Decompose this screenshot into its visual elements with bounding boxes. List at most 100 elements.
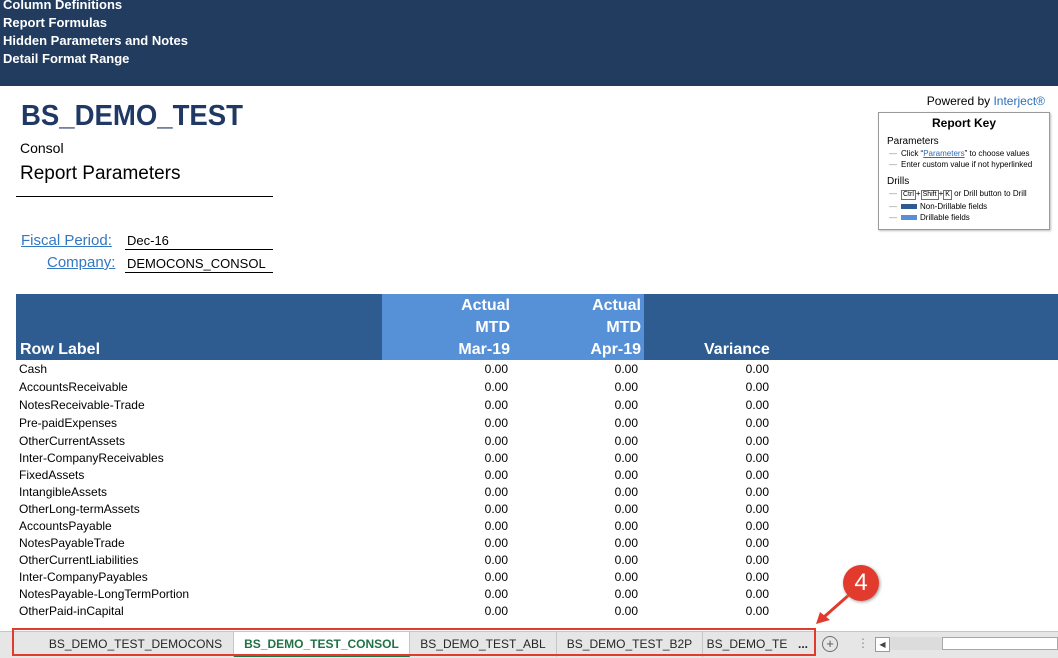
value-apr-19[interactable]: 0.00 bbox=[614, 519, 638, 533]
value-apr-19[interactable]: 0.00 bbox=[614, 553, 638, 567]
value-variance[interactable]: 0.00 bbox=[745, 536, 769, 550]
value-mar-19[interactable]: 0.00 bbox=[484, 553, 508, 567]
value-apr-19[interactable]: 0.00 bbox=[614, 604, 638, 618]
value-variance[interactable]: 0.00 bbox=[745, 553, 769, 567]
value-apr-19[interactable]: 0.00 bbox=[614, 536, 638, 550]
scroll-left-arrow-icon[interactable]: ◀ bbox=[875, 637, 890, 652]
fiscal-period-link[interactable]: Fiscal Period: bbox=[21, 232, 112, 249]
row-label[interactable]: OtherLong-termAssets bbox=[19, 502, 140, 516]
value-variance[interactable]: 0.00 bbox=[745, 434, 769, 448]
sheet-tab-consol[interactable]: BS_DEMO_TEST_CONSOL bbox=[234, 632, 410, 657]
value-variance[interactable]: 0.00 bbox=[745, 587, 769, 601]
value-mar-19[interactable]: 0.00 bbox=[484, 536, 508, 550]
value-mar-19[interactable]: 0.00 bbox=[484, 502, 508, 516]
value-mar-19[interactable]: 0.00 bbox=[484, 604, 508, 618]
powered-by-prefix: Powered by bbox=[926, 94, 994, 108]
param-line2-text: Enter custom value if not hyperlinked bbox=[901, 160, 1033, 169]
value-mar-19[interactable]: 0.00 bbox=[484, 570, 508, 584]
interject-brand[interactable]: Interject® bbox=[993, 94, 1045, 108]
parameters-divider bbox=[16, 196, 273, 197]
table-row: OtherCurrentLiabilities 0.00 0.00 0.00 bbox=[0, 552, 1058, 569]
ctrl-key-icon: Ctrl bbox=[901, 190, 916, 200]
value-apr-19[interactable]: 0.00 bbox=[614, 468, 638, 482]
sheet-tab-democons[interactable]: BS_DEMO_TEST_DEMOCONS bbox=[38, 632, 234, 657]
header-variance: Variance bbox=[704, 341, 770, 358]
fiscal-period-value[interactable]: Dec-16 bbox=[125, 233, 273, 250]
row-label[interactable]: Inter-CompanyReceivables bbox=[19, 451, 164, 465]
row-label[interactable]: OtherCurrentLiabilities bbox=[19, 553, 139, 567]
row-label[interactable]: OtherPaid-inCapital bbox=[19, 604, 124, 618]
value-apr-19[interactable]: 0.00 bbox=[614, 451, 638, 465]
row-label[interactable]: IntangibleAssets bbox=[19, 485, 108, 499]
row-label[interactable]: NotesPayable-LongTermPortion bbox=[19, 587, 190, 601]
report-title: BS_DEMO_TEST bbox=[21, 100, 243, 132]
value-mar-19[interactable]: 0.00 bbox=[484, 416, 508, 430]
value-mar-19[interactable]: 0.00 bbox=[484, 587, 508, 601]
row-label[interactable]: Inter-CompanyPayables bbox=[19, 570, 148, 584]
value-variance[interactable]: 0.00 bbox=[745, 362, 769, 376]
parameters-link[interactable]: Parameters bbox=[923, 149, 965, 158]
row-label[interactable]: Cash bbox=[19, 362, 48, 376]
value-apr-19[interactable]: 0.00 bbox=[614, 570, 638, 584]
add-sheet-icon[interactable]: + bbox=[822, 636, 838, 652]
value-mar-19[interactable]: 0.00 bbox=[484, 451, 508, 465]
table-row: Pre-paidExpenses 0.00 0.00 0.00 bbox=[0, 415, 1058, 432]
value-mar-19[interactable]: 0.00 bbox=[484, 398, 508, 412]
drill-line1-text: or Drill button to Drill bbox=[954, 189, 1027, 198]
value-mar-19[interactable]: 0.00 bbox=[484, 485, 508, 499]
row-label[interactable]: NotesPayableTrade bbox=[19, 536, 125, 550]
value-variance[interactable]: 0.00 bbox=[745, 570, 769, 584]
row-label[interactable]: OtherCurrentAssets bbox=[19, 434, 126, 448]
param-line1-pre: Click “ bbox=[901, 149, 924, 158]
value-variance[interactable]: 0.00 bbox=[745, 398, 769, 412]
value-variance[interactable]: 0.00 bbox=[745, 451, 769, 465]
value-apr-19[interactable]: 0.00 bbox=[614, 434, 638, 448]
value-apr-19[interactable]: 0.00 bbox=[614, 398, 638, 412]
value-variance[interactable]: 0.00 bbox=[745, 416, 769, 430]
value-apr-19[interactable]: 0.00 bbox=[614, 416, 638, 430]
value-apr-19[interactable]: 0.00 bbox=[614, 485, 638, 499]
report-key-panel: Report Key Parameters — Click “Parameters… bbox=[878, 112, 1050, 230]
table-row: Cash 0.00 0.00 0.00 bbox=[0, 361, 1058, 378]
company-link[interactable]: Company: bbox=[47, 254, 116, 271]
row-label[interactable]: NotesReceivable-Trade bbox=[19, 398, 145, 412]
company-value[interactable]: DEMOCONS_CONSOL bbox=[125, 256, 273, 273]
value-mar-19[interactable]: 0.00 bbox=[484, 380, 508, 394]
sheet-tab-b2p[interactable]: BS_DEMO_TEST_B2P bbox=[557, 632, 703, 657]
param-line1-post: ” to choose values bbox=[964, 149, 1030, 158]
more-tabs-button[interactable]: ... bbox=[797, 637, 808, 651]
value-apr-19[interactable]: 0.00 bbox=[614, 380, 638, 394]
row-label[interactable]: Pre-paidExpenses bbox=[19, 416, 118, 430]
link-column-definitions[interactable]: Column Definitions bbox=[3, 0, 123, 12]
value-mar-19[interactable]: 0.00 bbox=[484, 468, 508, 482]
value-apr-19[interactable]: 0.00 bbox=[614, 587, 638, 601]
sheet-tab-abl[interactable]: BS_DEMO_TEST_ABL bbox=[410, 632, 557, 657]
sheet-tab-truncated[interactable]: BS_DEMO_TE bbox=[706, 637, 788, 651]
table-row: NotesReceivable-Trade 0.00 0.00 0.00 bbox=[0, 397, 1058, 414]
link-detail-format-range[interactable]: Detail Format Range bbox=[3, 51, 130, 66]
splitter-handle-icon[interactable]: ⋮ bbox=[857, 636, 869, 650]
value-apr-19[interactable]: 0.00 bbox=[614, 502, 638, 516]
row-label[interactable]: FixedAssets bbox=[19, 468, 85, 482]
shift-key-icon: Shift bbox=[920, 190, 939, 200]
link-hidden-parameters-and-notes[interactable]: Hidden Parameters and Notes bbox=[3, 33, 188, 48]
value-variance[interactable]: 0.00 bbox=[745, 519, 769, 533]
header-row-label-cell bbox=[16, 294, 382, 360]
value-apr-19[interactable]: 0.00 bbox=[614, 362, 638, 376]
link-report-formulas[interactable]: Report Formulas bbox=[3, 15, 108, 30]
sheet-tab-bar: BS_DEMO_TEST_DEMOCONS BS_DEMO_TEST_CONSO… bbox=[0, 631, 1058, 658]
row-label[interactable]: AccountsPayable bbox=[19, 519, 112, 533]
value-variance[interactable]: 0.00 bbox=[745, 468, 769, 482]
horizontal-scrollbar-thumb[interactable] bbox=[942, 637, 1058, 650]
horizontal-scrollbar-track[interactable] bbox=[890, 637, 942, 650]
value-mar-19[interactable]: 0.00 bbox=[484, 519, 508, 533]
value-mar-19[interactable]: 0.00 bbox=[484, 434, 508, 448]
k-key-icon: K bbox=[943, 190, 952, 200]
row-label[interactable]: AccountsReceivable bbox=[19, 380, 128, 394]
value-mar-19[interactable]: 0.00 bbox=[484, 362, 508, 376]
callout-number-badge: 4 bbox=[843, 565, 879, 601]
value-variance[interactable]: 0.00 bbox=[745, 502, 769, 516]
value-variance[interactable]: 0.00 bbox=[745, 604, 769, 618]
value-variance[interactable]: 0.00 bbox=[745, 380, 769, 394]
value-variance[interactable]: 0.00 bbox=[745, 485, 769, 499]
